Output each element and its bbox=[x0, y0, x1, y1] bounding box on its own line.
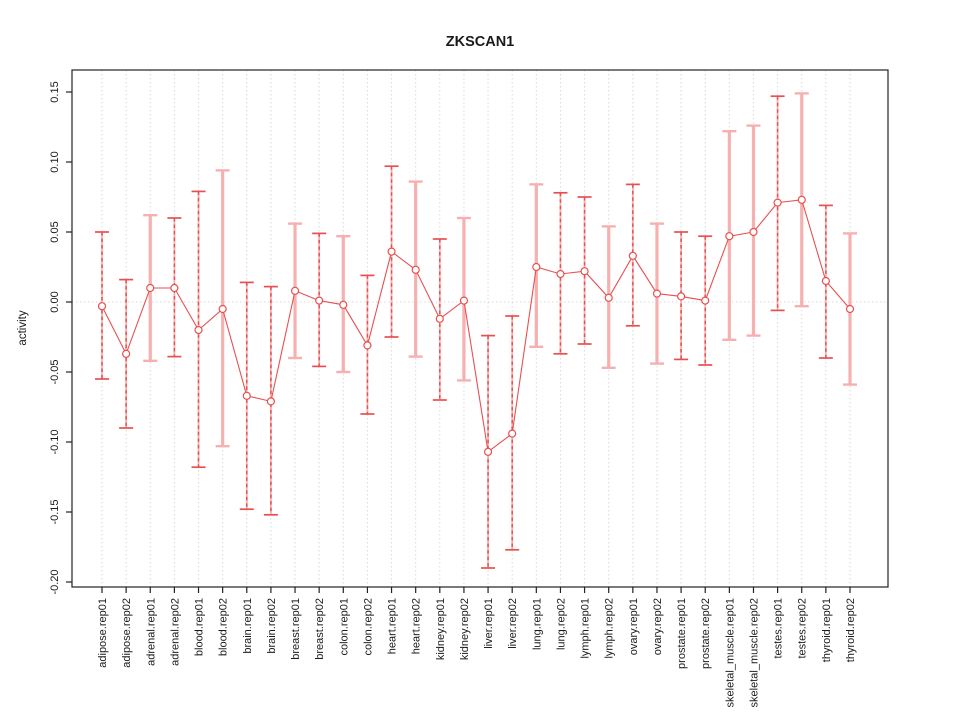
y-tick-label: -0.20 bbox=[49, 569, 61, 594]
data-point-marker bbox=[122, 349, 131, 358]
x-tick-label: liver.rep02 bbox=[507, 598, 519, 649]
x-tick-label: adipose.rep01 bbox=[97, 598, 109, 668]
x-tick-label: adrenal.rep01 bbox=[145, 598, 157, 666]
data-point-marker bbox=[242, 391, 251, 400]
y-tick-label: -0.15 bbox=[49, 499, 61, 524]
x-tick-label: lung.rep02 bbox=[555, 598, 567, 650]
y-tick-label: 0.15 bbox=[49, 81, 61, 102]
data-point-marker bbox=[556, 269, 565, 279]
x-tick-label: heart.rep02 bbox=[411, 598, 423, 654]
data-point-marker bbox=[315, 296, 324, 305]
data-point-marker bbox=[628, 251, 637, 260]
data-point-marker bbox=[845, 304, 855, 314]
y-tick-label: -0.05 bbox=[49, 359, 61, 384]
x-tick-label: lymph.rep01 bbox=[580, 598, 592, 659]
data-point-marker bbox=[411, 265, 420, 274]
series-line-layer bbox=[101, 199, 851, 453]
x-tick-label: breast.rep01 bbox=[290, 598, 302, 660]
data-point-marker bbox=[652, 289, 662, 298]
data-point-marker bbox=[749, 227, 758, 237]
x-tick-label: testes.rep02 bbox=[797, 598, 809, 659]
data-point-marker bbox=[725, 232, 734, 241]
x-tick-label: heart.rep01 bbox=[387, 598, 399, 654]
chart-title: ZKSCAN1 bbox=[446, 34, 514, 50]
x-tick-label: thyroid.rep01 bbox=[821, 598, 833, 662]
x-tick-label: brain.rep02 bbox=[266, 598, 278, 654]
data-point-marker bbox=[218, 304, 227, 314]
data-point-marker bbox=[701, 296, 710, 305]
data-point-marker bbox=[290, 286, 300, 295]
data-point-marker bbox=[194, 325, 203, 335]
x-tick-label: adrenal.rep02 bbox=[169, 598, 181, 666]
data-point-marker bbox=[604, 293, 613, 302]
plot-frame bbox=[71, 69, 889, 588]
series-line bbox=[101, 199, 851, 453]
data-point-marker bbox=[483, 447, 493, 456]
data-point-marker bbox=[363, 341, 372, 350]
x-tick-label: blood.rep02 bbox=[218, 598, 230, 656]
data-point-marker bbox=[266, 397, 276, 406]
data-point-marker bbox=[532, 262, 541, 272]
errorbars-layer bbox=[95, 92, 857, 569]
x-tick-label: brain.rep01 bbox=[242, 598, 254, 654]
data-point-marker bbox=[146, 283, 155, 293]
tick-labels-layer: 0.15 0.10 0.05 0.00 -0.05 -0.10 -0.15 -0.20 adip… bbox=[49, 81, 857, 707]
data-point-marker bbox=[580, 267, 589, 276]
x-tick-label: thyroid.rep02 bbox=[845, 598, 857, 662]
y-axis-label: activity bbox=[17, 310, 29, 345]
data-point-marker bbox=[435, 314, 444, 323]
x-tick-label: skeletal_muscle.rep02 bbox=[748, 598, 760, 707]
x-tick-label: kidney.rep01 bbox=[435, 598, 447, 660]
axes-frame-layer bbox=[71, 69, 889, 588]
data-point-marker bbox=[676, 292, 686, 301]
x-tick-label: ovary.rep02 bbox=[652, 598, 664, 655]
data-point-marker bbox=[459, 296, 469, 305]
x-tick-label: ovary.rep01 bbox=[628, 598, 640, 655]
data-point-marker bbox=[773, 198, 782, 207]
x-tick-label: prostate.rep02 bbox=[700, 598, 712, 669]
x-tick-label: lung.rep01 bbox=[531, 598, 543, 650]
x-tick-label: adipose.rep02 bbox=[121, 598, 133, 668]
x-tick-label: prostate.rep01 bbox=[676, 598, 688, 669]
x-tick-label: lymph.rep02 bbox=[604, 598, 616, 659]
data-point-marker bbox=[97, 302, 107, 311]
x-tick-label: breast.rep02 bbox=[314, 598, 326, 660]
data-points-layer bbox=[97, 195, 855, 456]
data-point-marker bbox=[797, 195, 806, 204]
x-tick-label: testes.rep01 bbox=[773, 598, 785, 659]
y-tick-label: -0.10 bbox=[49, 429, 61, 454]
data-point-marker bbox=[387, 247, 396, 256]
data-point-marker bbox=[170, 283, 179, 293]
gridlines-layer bbox=[72, 70, 888, 587]
data-point-marker bbox=[821, 276, 830, 286]
x-tick-label: skeletal_muscle.rep01 bbox=[724, 598, 736, 707]
x-tick-label: liver.rep01 bbox=[483, 598, 495, 649]
data-point-marker bbox=[339, 300, 348, 309]
y-tick-label: 0.10 bbox=[49, 151, 61, 172]
y-tick-label: 0.05 bbox=[49, 221, 61, 242]
x-tick-label: blood.rep01 bbox=[194, 598, 206, 656]
data-point-marker bbox=[508, 429, 517, 438]
y-tick-label: 0.00 bbox=[49, 291, 61, 312]
x-tick-label: colon.rep02 bbox=[362, 598, 374, 656]
x-tick-label: kidney.rep02 bbox=[459, 598, 471, 660]
x-tick-label: colon.rep01 bbox=[338, 598, 350, 656]
